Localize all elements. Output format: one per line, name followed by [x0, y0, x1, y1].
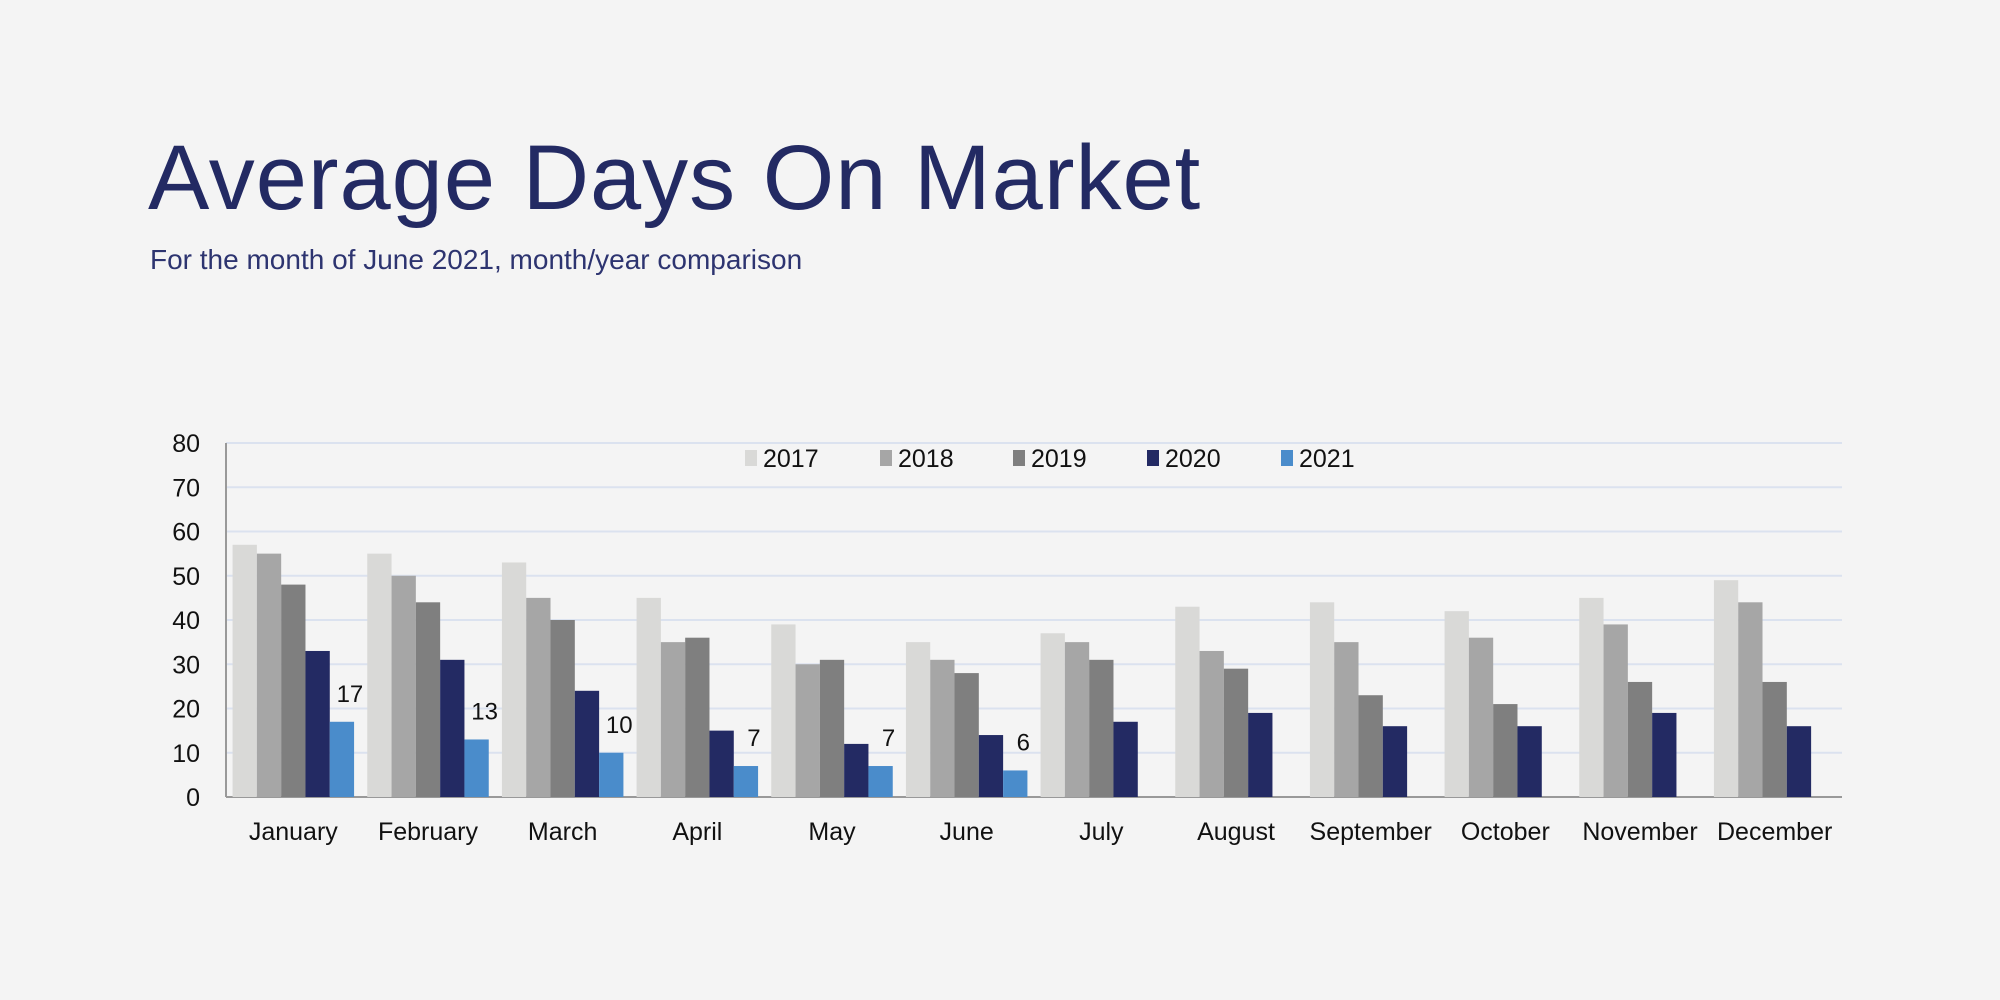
bar-2020-january — [305, 650, 330, 797]
data-label: 7 — [747, 725, 760, 752]
data-label: 7 — [882, 725, 895, 752]
y-tick-label: 20 — [172, 696, 200, 724]
bar-2018-may — [795, 664, 820, 797]
bar-2019-july — [1089, 659, 1114, 797]
y-tick-label: 50 — [172, 563, 200, 591]
bar-2019-september — [1358, 695, 1383, 797]
bar-2020-october — [1517, 726, 1542, 797]
x-tick-label: May — [808, 818, 856, 846]
legend-swatch-2020 — [1147, 450, 1159, 466]
bar-2019-april — [685, 637, 710, 797]
bar-2020-july — [1113, 721, 1138, 797]
bar-2017-august — [1175, 606, 1200, 797]
legend-label-2021: 2021 — [1299, 445, 1355, 473]
bar-2020-march — [574, 690, 600, 797]
bar-2020-june — [978, 735, 1004, 797]
data-label: 10 — [606, 712, 633, 739]
bar-2018-january — [256, 553, 282, 797]
data-label: 17 — [337, 681, 364, 708]
bar-2019-march — [550, 620, 575, 797]
y-tick-label: 60 — [172, 519, 200, 547]
bar-2019-june — [954, 673, 979, 797]
bar-2020-february — [440, 659, 465, 797]
bar-2019-august — [1223, 668, 1249, 797]
x-tick-label: October — [1461, 818, 1550, 846]
bar-2020-september — [1382, 726, 1408, 797]
bar-2018-april — [660, 642, 686, 797]
bar-2019-october — [1493, 704, 1518, 797]
x-tick-label: April — [672, 818, 722, 846]
bar-2018-july — [1064, 642, 1090, 797]
bar-2017-november — [1579, 597, 1604, 797]
y-tick-label: 10 — [172, 740, 200, 768]
y-tick-label: 40 — [172, 607, 200, 635]
bar-2019-may — [819, 659, 845, 797]
legend-label-2017: 2017 — [763, 445, 819, 473]
x-tick-label: September — [1310, 818, 1432, 846]
bar-2021-april — [733, 766, 759, 797]
bar-2018-march — [526, 597, 551, 797]
legend-swatch-2021 — [1281, 450, 1293, 466]
bar-2017-february — [367, 553, 392, 797]
bar-2017-june — [905, 642, 931, 797]
bar-2020-april — [709, 730, 734, 797]
x-tick-label: August — [1197, 818, 1275, 846]
bar-2017-january — [232, 544, 257, 797]
data-label: 6 — [1017, 729, 1030, 756]
legend-swatch-2019 — [1013, 450, 1025, 466]
bar-2017-december — [1713, 580, 1739, 797]
legend-label-2020: 2020 — [1165, 445, 1221, 473]
legend-swatch-2018 — [880, 450, 892, 466]
chart-subtitle: For the month of June 2021, month/year c… — [150, 244, 803, 275]
bar-2017-july — [1040, 633, 1065, 797]
y-tick-label: 0 — [186, 784, 200, 812]
bar-2018-june — [930, 659, 955, 797]
bar-2017-october — [1444, 611, 1469, 797]
x-tick-label: November — [1582, 818, 1697, 846]
bar-2020-may — [844, 743, 869, 797]
bar-2018-february — [391, 575, 416, 797]
legend-label-2019: 2019 — [1031, 445, 1087, 473]
bar-2021-march — [599, 752, 624, 797]
bar-2017-may — [771, 624, 796, 797]
x-tick-label: February — [378, 818, 479, 846]
bar-2020-december — [1786, 726, 1812, 797]
data-label: 13 — [471, 698, 498, 725]
x-tick-label: June — [940, 818, 994, 846]
x-tick-label: December — [1717, 818, 1832, 846]
bar-2019-december — [1762, 681, 1787, 797]
bar-2017-september — [1309, 602, 1335, 797]
bar-2018-december — [1738, 602, 1763, 797]
bar-2021-january — [329, 721, 355, 797]
bar-2018-november — [1603, 624, 1628, 797]
bar-2018-august — [1199, 650, 1224, 797]
y-tick-label: 70 — [172, 474, 200, 502]
x-tick-label: March — [528, 818, 597, 846]
bar-2021-june — [1003, 770, 1028, 797]
bar-2019-february — [415, 602, 441, 797]
x-tick-label: January — [249, 818, 338, 846]
y-tick-label: 30 — [172, 651, 200, 679]
chart-title: Average Days On Market — [148, 127, 1202, 229]
bar-2017-april — [636, 597, 661, 797]
bar-2019-january — [281, 584, 306, 797]
bar-2017-march — [501, 562, 527, 797]
legend-swatch-2017 — [745, 450, 757, 466]
bar-2019-november — [1627, 681, 1653, 797]
legend-label-2018: 2018 — [898, 445, 954, 473]
y-tick-label: 80 — [172, 430, 200, 458]
bar-2020-november — [1652, 712, 1677, 797]
bar-2021-february — [464, 739, 489, 797]
bar-2020-august — [1248, 712, 1273, 797]
bar-2018-october — [1468, 637, 1494, 797]
x-tick-label: July — [1079, 818, 1124, 846]
bar-2018-september — [1334, 642, 1359, 797]
bar-2021-may — [868, 766, 893, 797]
